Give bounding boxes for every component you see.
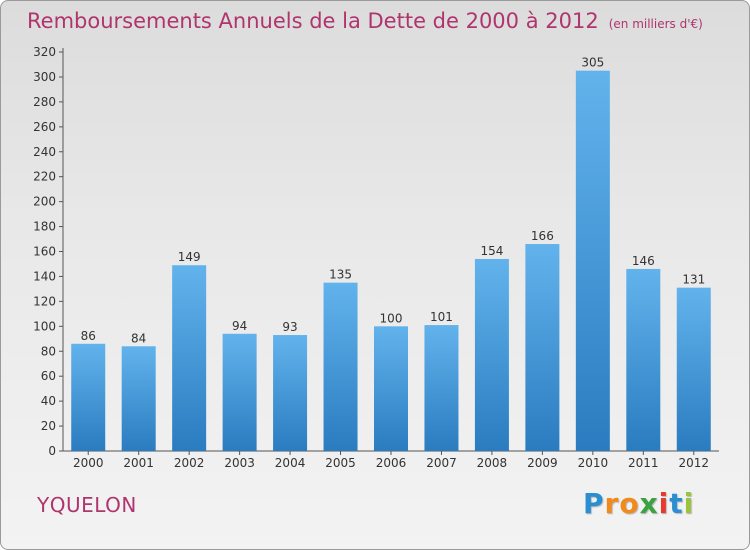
commune-name: YQUELON (37, 493, 137, 517)
y-tick-label: 80 (41, 344, 56, 358)
y-tick-label: 280 (33, 95, 56, 109)
bar-value-label: 135 (329, 268, 352, 282)
x-tick-label: 2001 (123, 456, 154, 470)
y-tick-label: 300 (33, 70, 56, 84)
x-tick-label: 2002 (174, 456, 205, 470)
bar (676, 287, 711, 451)
logo-letter: t (669, 487, 684, 520)
x-tick-label: 2003 (224, 456, 255, 470)
x-tick-label: 2006 (376, 456, 407, 470)
x-tick-label: 2012 (678, 456, 709, 470)
y-tick-label: 20 (41, 419, 56, 433)
bar (626, 268, 661, 451)
y-tick-label: 220 (33, 170, 56, 184)
bar-value-label: 149 (178, 250, 201, 264)
y-tick-label: 60 (41, 369, 56, 383)
y-tick-label: 180 (33, 220, 56, 234)
logo-letter: i (683, 487, 695, 520)
bar-value-label: 166 (531, 229, 554, 243)
logo-letter: o (619, 487, 640, 520)
y-tick-label: 260 (33, 120, 56, 134)
bar (374, 326, 408, 451)
x-tick-label: 2007 (426, 456, 457, 470)
bar-value-label: 86 (81, 329, 96, 343)
logo-letter: r (604, 487, 620, 520)
chart-axes: 0 20 40 60 80 100 120 140 160 180 200 220 240 260 280 3… (33, 45, 719, 458)
bar-value-label: 93 (282, 320, 297, 334)
chart-title-text: Remboursements Annuels de la Dette de 20… (27, 9, 599, 33)
bar (71, 343, 106, 451)
bar (273, 335, 308, 451)
bar (222, 333, 257, 451)
bar (172, 265, 207, 451)
bar-value-label: 94 (232, 319, 247, 333)
bar-value-label: 101 (430, 310, 453, 324)
y-tick-label: 40 (41, 394, 56, 408)
proxiti-logo: Proxiti (583, 487, 694, 520)
y-tick-label: 0 (48, 444, 56, 458)
logo-letter: x (639, 487, 659, 520)
y-tick-label: 100 (33, 319, 56, 333)
y-tick-label: 240 (33, 145, 56, 159)
x-tick-label: 2004 (275, 456, 306, 470)
bar (474, 258, 509, 451)
chart-labels: 86 2000 84 2001 149 2002 94 2003 93 2004 135 2005 10… (73, 56, 709, 470)
x-tick-label: 2008 (477, 456, 508, 470)
bar-value-label: 84 (131, 331, 146, 345)
y-tick-label: 140 (33, 269, 56, 283)
bar (575, 70, 610, 451)
bar (424, 325, 459, 451)
y-tick-label: 120 (33, 294, 56, 308)
bar-value-label: 305 (581, 56, 604, 70)
chart-unit-note: (en milliers d'€) (608, 17, 703, 31)
bar (525, 244, 560, 451)
bar-value-label: 131 (682, 273, 705, 287)
x-tick-label: 2009 (527, 456, 558, 470)
chart-bars (71, 70, 711, 451)
y-tick-label: 320 (33, 45, 56, 59)
logo-letter: P (583, 487, 605, 520)
logo-letter: i (658, 487, 670, 520)
x-tick-label: 2000 (73, 456, 104, 470)
chart-title: Remboursements Annuels de la Dette de 20… (27, 9, 703, 33)
bar-value-label: 146 (632, 254, 655, 268)
bar-value-label: 154 (480, 244, 503, 258)
bar (121, 346, 156, 451)
x-tick-label: 2011 (628, 456, 659, 470)
y-tick-label: 160 (33, 245, 56, 259)
bar-value-label: 100 (380, 311, 403, 325)
y-tick-label: 200 (33, 195, 56, 209)
x-tick-label: 2005 (325, 456, 356, 470)
bar (323, 282, 358, 451)
x-tick-label: 2010 (578, 456, 609, 470)
